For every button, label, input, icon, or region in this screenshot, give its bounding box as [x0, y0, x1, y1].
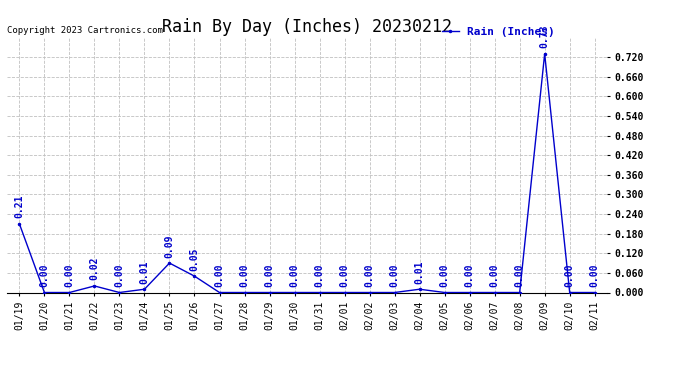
- Rain (Inches): [415, 287, 424, 291]
- Rain (Inches): [115, 290, 124, 295]
- Rain (Inches): [15, 222, 23, 226]
- Rain (Inches): [340, 290, 348, 295]
- Text: 0.00: 0.00: [64, 264, 75, 287]
- Rain (Inches): [315, 290, 324, 295]
- Text: 0.00: 0.00: [464, 264, 475, 287]
- Text: 0.00: 0.00: [515, 264, 524, 287]
- Text: 0.00: 0.00: [590, 264, 600, 287]
- Text: 0.00: 0.00: [390, 264, 400, 287]
- Rain (Inches): [366, 290, 374, 295]
- Rain (Inches): [491, 290, 499, 295]
- Text: 0.00: 0.00: [315, 264, 324, 287]
- Text: 0.00: 0.00: [215, 264, 224, 287]
- Rain (Inches): [40, 290, 48, 295]
- Text: 0.21: 0.21: [14, 195, 24, 218]
- Rain (Inches): [66, 290, 74, 295]
- Rain (Inches): [566, 290, 574, 295]
- Rain (Inches): [90, 284, 99, 288]
- Text: 0.01: 0.01: [139, 260, 150, 284]
- Rain (Inches): [391, 290, 399, 295]
- Text: Copyright 2023 Cartronics.com: Copyright 2023 Cartronics.com: [7, 26, 163, 35]
- Text: 0.00: 0.00: [339, 264, 350, 287]
- Rain (Inches): [515, 290, 524, 295]
- Legend: Rain (Inches): Rain (Inches): [437, 22, 560, 42]
- Text: 0.00: 0.00: [39, 264, 50, 287]
- Text: 0.09: 0.09: [164, 234, 175, 258]
- Text: 0.05: 0.05: [190, 247, 199, 271]
- Text: 0.00: 0.00: [290, 264, 299, 287]
- Text: 0.00: 0.00: [364, 264, 375, 287]
- Text: 0.01: 0.01: [415, 260, 424, 284]
- Rain (Inches): [266, 290, 274, 295]
- Text: 0.02: 0.02: [90, 257, 99, 280]
- Text: 0.00: 0.00: [440, 264, 450, 287]
- Line: Rain (Inches): Rain (Inches): [17, 52, 597, 295]
- Rain (Inches): [440, 290, 449, 295]
- Rain (Inches): [466, 290, 474, 295]
- Text: 0.73: 0.73: [540, 25, 550, 48]
- Rain (Inches): [290, 290, 299, 295]
- Text: 0.00: 0.00: [264, 264, 275, 287]
- Rain (Inches): [540, 52, 549, 56]
- Rain (Inches): [190, 274, 199, 278]
- Rain (Inches): [166, 261, 174, 266]
- Rain (Inches): [140, 287, 148, 291]
- Text: 0.00: 0.00: [239, 264, 250, 287]
- Rain (Inches): [215, 290, 224, 295]
- Rain (Inches): [240, 290, 248, 295]
- Text: 0.00: 0.00: [564, 264, 575, 287]
- Rain (Inches): [591, 290, 599, 295]
- Text: 0.00: 0.00: [490, 264, 500, 287]
- Text: 0.00: 0.00: [115, 264, 124, 287]
- Title: Rain By Day (Inches) 20230212: Rain By Day (Inches) 20230212: [162, 18, 452, 36]
